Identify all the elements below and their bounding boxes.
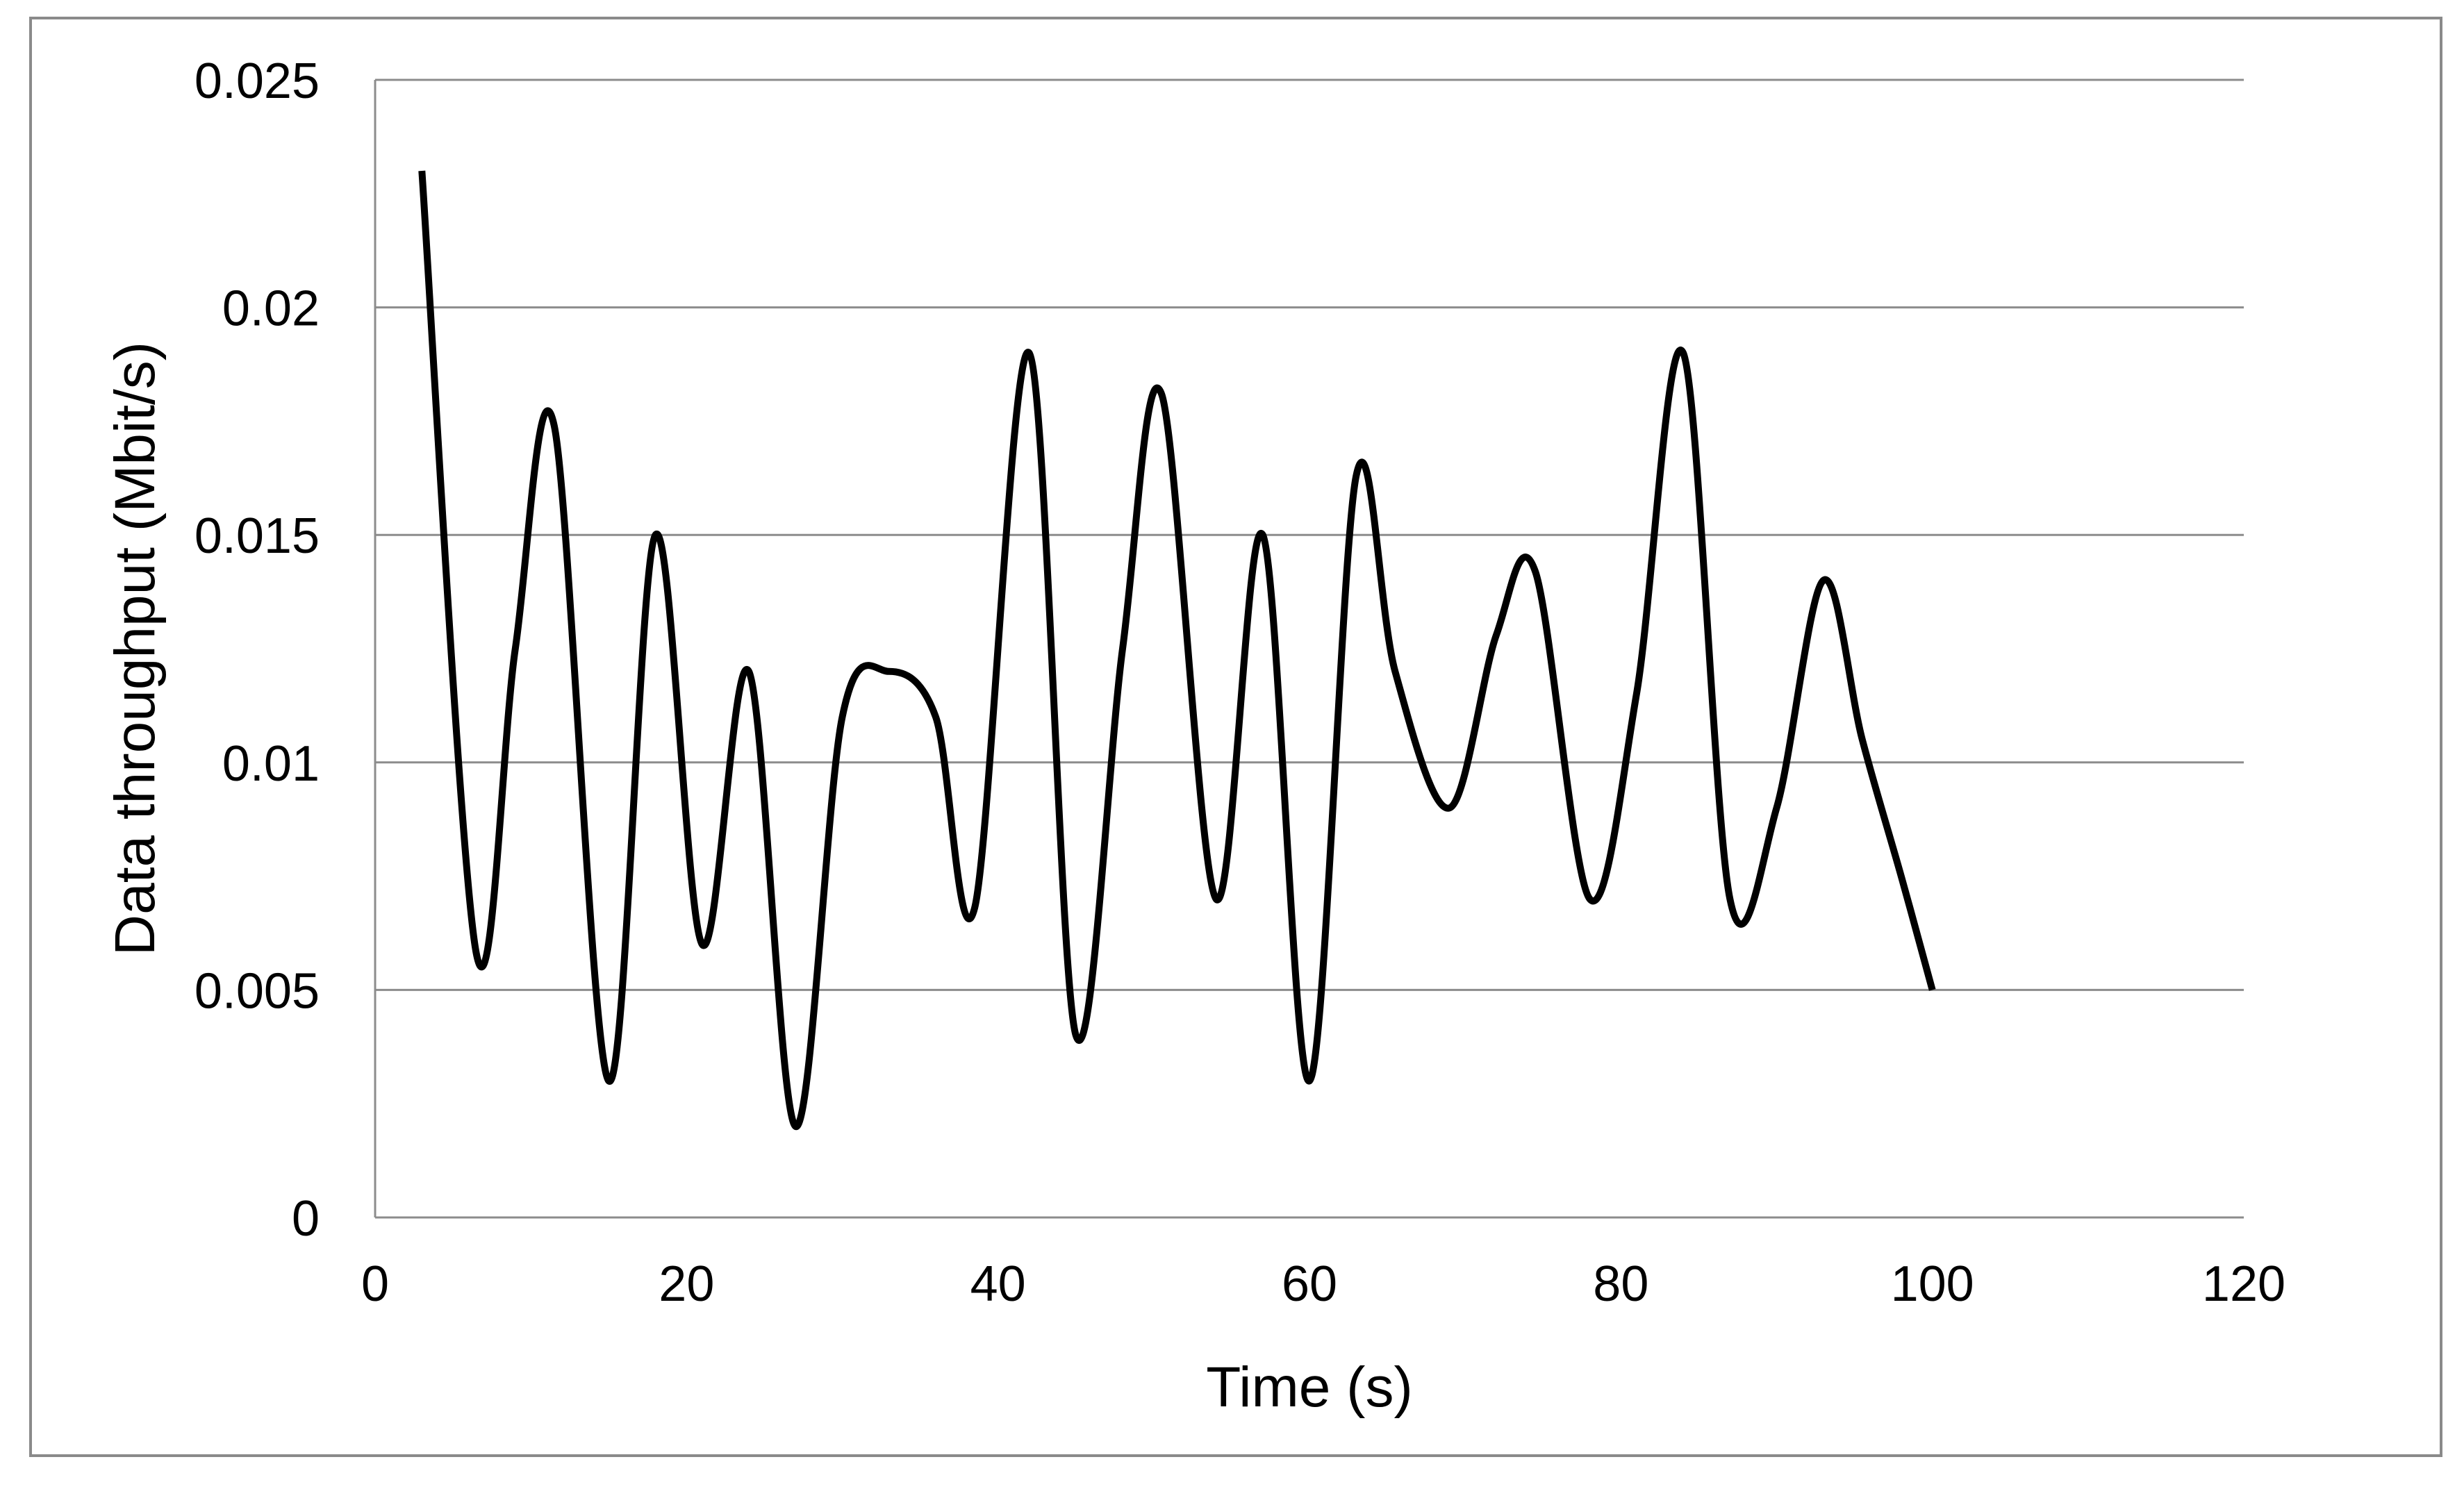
- x-tick-label: 20: [659, 1256, 714, 1312]
- series-line: [418, 170, 1936, 1131]
- y-tick-label: 0.01: [222, 736, 320, 792]
- y-axis-title: Data throughput (Mbit/s): [104, 342, 167, 956]
- y-tick-label: 0.02: [222, 281, 320, 337]
- x-tick-label: 100: [1891, 1256, 1974, 1312]
- axes: [374, 80, 2244, 1219]
- y-tick-labels: 0 0.005 0.01 0.015 0.02 0.025: [195, 53, 320, 1247]
- x-tick-label: 120: [2202, 1256, 2285, 1312]
- x-tick-label: 0: [361, 1256, 389, 1312]
- x-axis-title: Time (s): [1206, 1356, 1413, 1419]
- y-tick-label: 0.005: [195, 963, 320, 1019]
- x-tick-label: 40: [970, 1256, 1026, 1312]
- x-tick-label: 60: [1282, 1256, 1337, 1312]
- series-layer: [418, 170, 1936, 1131]
- y-tick-label: 0.015: [195, 508, 320, 564]
- y-tick-label: 0: [292, 1191, 320, 1247]
- x-tick-labels: 0 20 40 60 80 100 120: [361, 1256, 2285, 1312]
- x-tick-label: 80: [1593, 1256, 1648, 1312]
- y-tick-label: 0.025: [195, 53, 320, 109]
